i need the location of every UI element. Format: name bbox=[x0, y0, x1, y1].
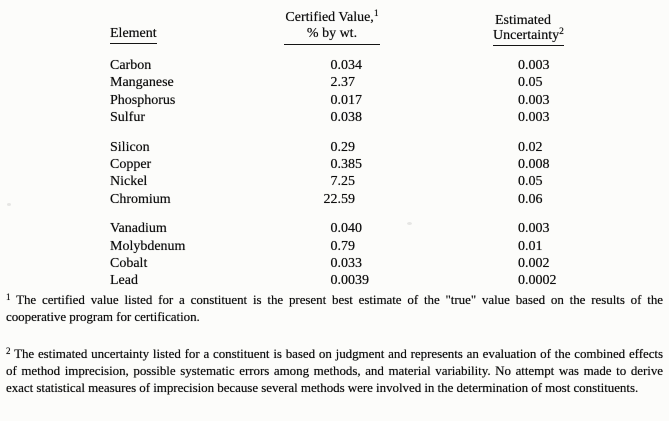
certified-value: 0.034 bbox=[330, 58, 363, 73]
element-name: Silicon bbox=[110, 139, 150, 155]
scan-artifact bbox=[407, 222, 412, 225]
uncertainty-footnote-marker: 2 bbox=[559, 27, 564, 37]
estimated-uncertainty: 0.02 bbox=[518, 139, 543, 155]
footnote-2: 2 The estimated uncertainty listed for a… bbox=[6, 345, 663, 396]
element-name: Phosphorus bbox=[110, 92, 176, 108]
estimated-uncertainty: 0.06 bbox=[518, 191, 543, 207]
table-row: Sulfur 0.038 0.003 bbox=[0, 109, 669, 126]
footnote-1: 1 The certified value listed for a const… bbox=[6, 291, 663, 325]
element-name: Copper bbox=[110, 156, 152, 172]
table-row: Silicon 0.29 0.02 bbox=[0, 139, 669, 156]
certified-value: 0.0039 bbox=[330, 273, 370, 289]
column-header-uncertainty: Uncertainty2 bbox=[493, 27, 564, 46]
percent-by-wt-label: % by wt. bbox=[306, 26, 358, 41]
element-table-body: Carbon 0.034 0.003 Manganese 2.37 0.05 Phospho… bbox=[0, 57, 669, 290]
certified-value-header-label: Certified Value, bbox=[285, 10, 374, 25]
certified-value: 0.038 bbox=[330, 109, 363, 125]
certified-value: 0.033 bbox=[330, 255, 363, 271]
element-name: Molybdenum bbox=[110, 238, 186, 254]
table-row: Carbon 0.034 0.003 bbox=[0, 57, 669, 74]
estimated-uncertainty: 0.008 bbox=[518, 156, 550, 172]
element-name: Manganese bbox=[110, 75, 174, 91]
estimated-uncertainty: 0.003 bbox=[518, 109, 550, 125]
estimated-uncertainty: 0.003 bbox=[518, 58, 550, 73]
element-name: Cobalt bbox=[110, 255, 148, 271]
estimated-uncertainty: 0.01 bbox=[518, 238, 543, 254]
table-row: Molybdenum 0.79 0.01 bbox=[0, 238, 669, 255]
estimated-label: Estimated bbox=[495, 13, 551, 28]
certified-value: 0.29 bbox=[330, 139, 356, 155]
estimated-uncertainty: 0.003 bbox=[518, 221, 550, 237]
certified-value: 7.25 bbox=[330, 174, 356, 190]
group-spacer bbox=[0, 208, 669, 221]
uncertainty-label: Uncertainty bbox=[493, 28, 560, 43]
estimated-uncertainty: 0.05 bbox=[518, 75, 543, 91]
table-row: Cobalt 0.033 0.002 bbox=[0, 255, 669, 272]
column-header-element: Element bbox=[110, 26, 157, 44]
certified-value: 0.040 bbox=[330, 221, 363, 237]
estimated-uncertainty: 0.003 bbox=[518, 92, 550, 108]
certified-value: 0.79 bbox=[330, 238, 356, 254]
column-header-percent-by-wt: % by wt. bbox=[284, 26, 380, 45]
scan-artifact bbox=[7, 203, 11, 206]
element-name: Sulfur bbox=[110, 109, 145, 125]
column-header-certified-value: Certified Value,1 bbox=[250, 9, 414, 26]
table-row: Copper 0.385 0.008 bbox=[0, 156, 669, 173]
certified-value: 0.385 bbox=[330, 156, 363, 172]
estimated-uncertainty: 0.05 bbox=[518, 174, 543, 190]
table-row: Phosphorus 0.017 0.003 bbox=[0, 92, 669, 109]
table-row: Manganese 2.37 0.05 bbox=[0, 74, 669, 91]
footnote-2-marker: 2 bbox=[6, 346, 11, 356]
certified-value: 22.59 bbox=[323, 191, 356, 207]
certified-values-table: Carbon 0.034 0.003 Manganese 2.37 0.05 Phospho… bbox=[0, 57, 669, 290]
element-header-label: Element bbox=[110, 26, 157, 44]
footnote-1-text: The certified value listed for a constit… bbox=[6, 292, 663, 324]
estimated-uncertainty: 0.002 bbox=[518, 255, 550, 271]
footnote-2-text: The estimated uncertainty listed for a c… bbox=[6, 346, 663, 395]
certified-value-footnote-marker: 1 bbox=[373, 9, 379, 19]
certified-value: 0.017 bbox=[330, 92, 363, 108]
table-row: Chromium 22.59 0.06 bbox=[0, 191, 669, 208]
group-spacer bbox=[0, 126, 669, 139]
element-name: Lead bbox=[110, 273, 138, 289]
table-row: Vanadium 0.040 0.003 bbox=[0, 220, 669, 237]
uncertainty-label-underlined: Uncertainty2 bbox=[493, 27, 564, 46]
table-row: Lead 0.0039 0.0002 bbox=[0, 272, 669, 289]
element-name: Vanadium bbox=[110, 221, 167, 237]
column-header-estimated: Estimated bbox=[495, 13, 551, 29]
certified-value: 2.37 bbox=[330, 75, 356, 91]
footnote-1-marker: 1 bbox=[6, 292, 11, 302]
estimated-uncertainty: 0.0002 bbox=[518, 273, 557, 289]
table-row: Nickel 7.25 0.05 bbox=[0, 173, 669, 190]
footnotes: 1 The certified value listed for a const… bbox=[6, 291, 663, 416]
element-name: Nickel bbox=[110, 174, 148, 190]
element-name: Carbon bbox=[110, 58, 152, 73]
element-name: Chromium bbox=[110, 191, 171, 207]
